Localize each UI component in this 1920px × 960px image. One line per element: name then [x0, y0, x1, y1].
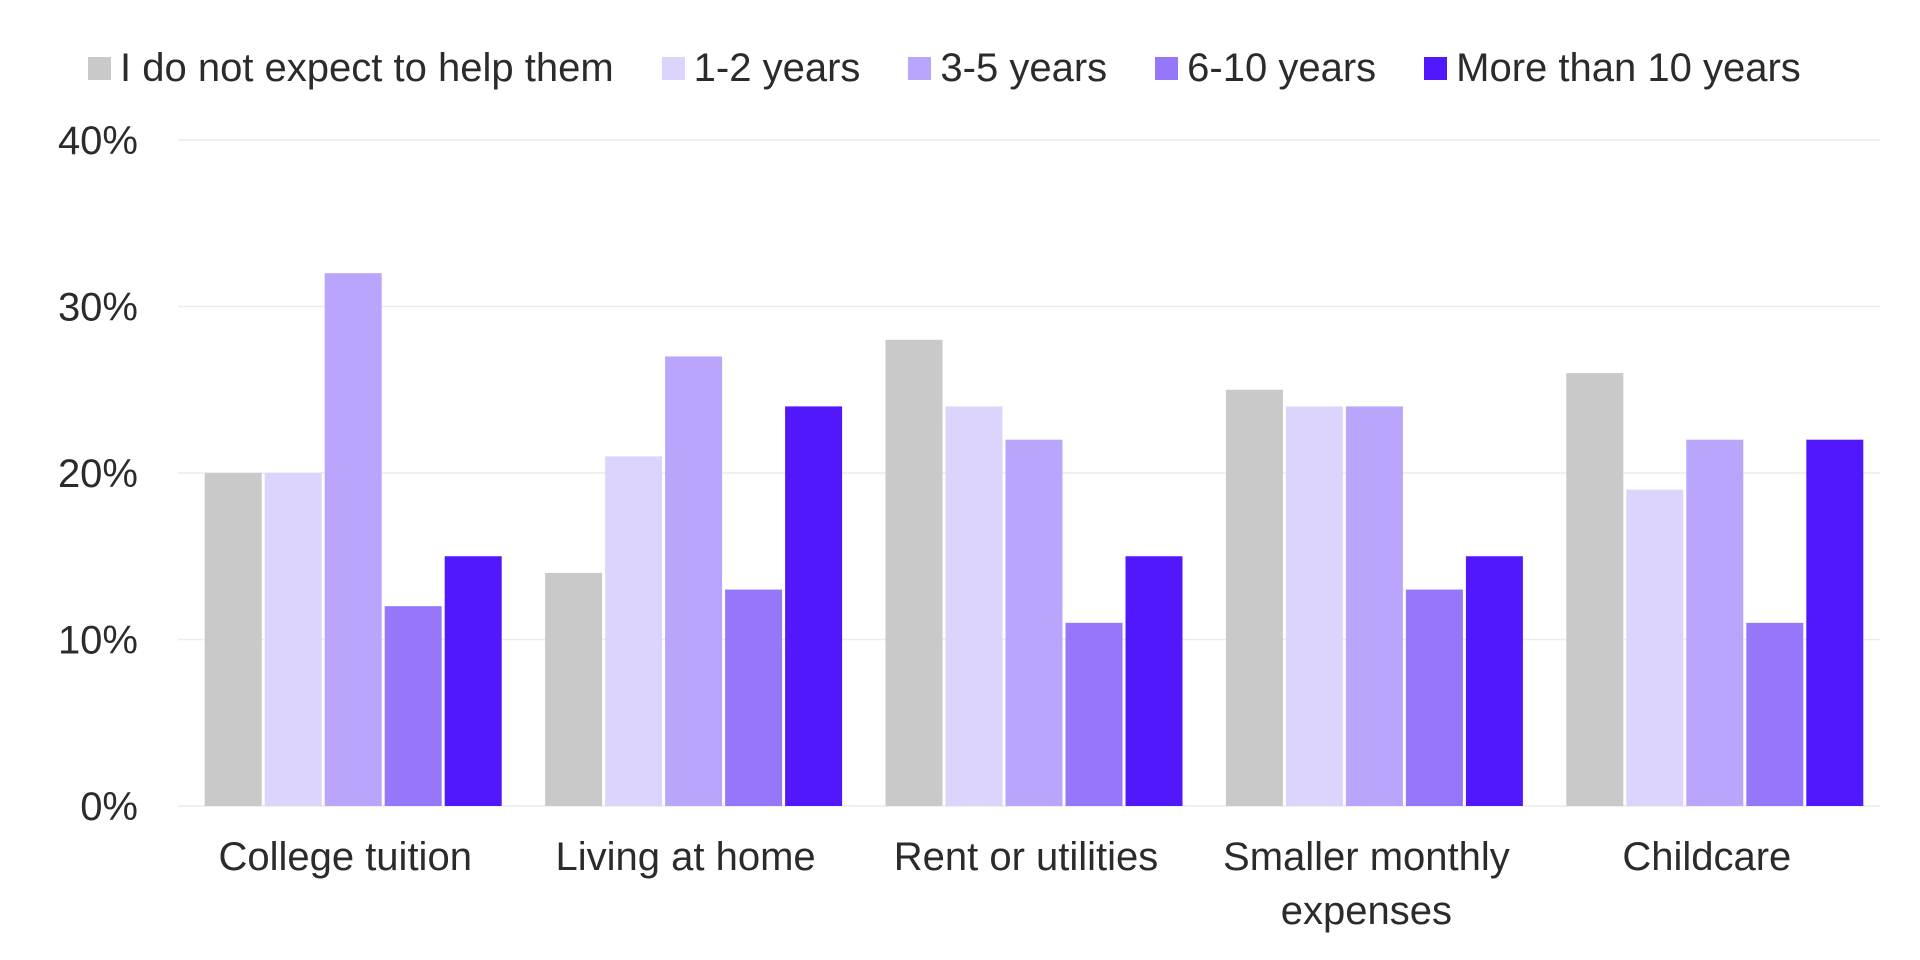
bar — [1746, 622, 1804, 806]
bar — [204, 473, 262, 806]
legend-item: 6-10 years — [1155, 48, 1376, 88]
bar — [1465, 556, 1523, 806]
legend-swatch — [1155, 56, 1179, 80]
bar — [1405, 589, 1463, 806]
bar — [945, 406, 1003, 806]
legend-label: 6-10 years — [1187, 46, 1377, 90]
legend-swatch — [1424, 56, 1448, 80]
x-category-label: College tuition — [218, 835, 472, 879]
y-tick-label: 40% — [58, 119, 138, 163]
legend-label: 3-5 years — [940, 46, 1108, 90]
bar — [1005, 439, 1063, 806]
bar — [1626, 489, 1684, 806]
bar — [1225, 389, 1283, 806]
bar — [324, 273, 382, 806]
bars — [204, 273, 1864, 806]
bar — [785, 406, 843, 806]
legend-item: More than 10 years — [1424, 48, 1801, 88]
y-tick-label: 20% — [58, 452, 138, 496]
bar — [264, 473, 322, 806]
legend-item: 1-2 years — [661, 46, 861, 90]
x-category-label: expenses — [1281, 889, 1452, 933]
bar — [1285, 406, 1343, 806]
x-category-label: Smaller monthly — [1223, 835, 1510, 879]
bar — [1345, 406, 1403, 806]
legend-swatch — [661, 56, 685, 80]
x-axis-labels: College tuition Living at home Rent or uti… — [218, 835, 1791, 933]
bar — [605, 456, 663, 806]
bar — [1125, 556, 1183, 806]
legend-item: 3-5 years — [908, 48, 1107, 88]
legend-item: I do not expect to help them — [88, 48, 614, 88]
bar — [1686, 439, 1744, 806]
legend-label: I do not expect to help them — [120, 46, 614, 90]
bar — [1065, 622, 1123, 806]
bar — [545, 572, 603, 806]
legend-swatch — [88, 56, 111, 80]
x-category-label: Living at home — [556, 835, 816, 879]
y-axis-ticks: 0% 10% 20% 30% 40% — [58, 119, 138, 829]
bar — [725, 589, 783, 806]
bar — [1806, 439, 1864, 806]
bar — [885, 339, 943, 806]
y-tick-label: 30% — [58, 286, 138, 330]
bar — [1566, 373, 1624, 806]
bar — [384, 606, 442, 806]
y-tick-label: 0% — [80, 785, 138, 829]
legend-label: More than 10 years — [1456, 46, 1801, 90]
legend-swatch — [908, 56, 932, 80]
chart-legend: I do not expect to help them 1-2 years 3-5… — [88, 48, 1801, 88]
x-category-label: Rent or utilities — [894, 835, 1159, 879]
x-category-label: Childcare — [1622, 835, 1791, 879]
bar — [665, 356, 723, 806]
legend-label: 1-2 years — [693, 46, 861, 90]
y-tick-label: 10% — [58, 619, 138, 663]
bar — [444, 556, 502, 806]
